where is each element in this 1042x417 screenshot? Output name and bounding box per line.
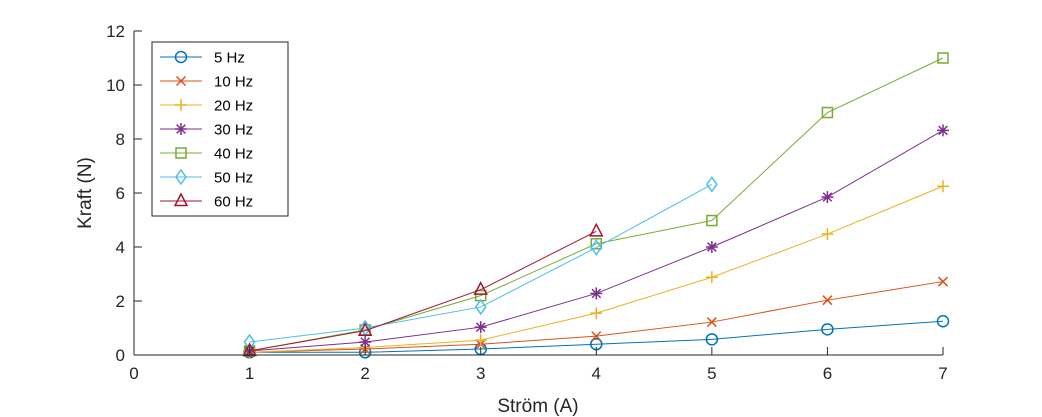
- data-point-circle: [821, 323, 834, 336]
- series-40-hz: [243, 52, 949, 357]
- series-line: [249, 185, 944, 353]
- legend-label: 40 Hz: [214, 146, 253, 163]
- legend-item: 40 Hz: [160, 146, 253, 163]
- data-point-asterisk: [705, 241, 718, 253]
- plot-area: [242, 52, 950, 359]
- series-50-hz: [243, 176, 718, 351]
- legend-marker-circle: [174, 50, 188, 64]
- legend-marker-square: [175, 147, 187, 159]
- legend-label: 10 Hz: [214, 74, 253, 91]
- x-tick-label: 3: [476, 364, 485, 383]
- legend-item: 60 Hz: [160, 192, 253, 211]
- data-point-asterisk: [590, 287, 603, 300]
- x-tick-label: 4: [592, 364, 601, 383]
- legend-label: 20 Hz: [214, 98, 253, 115]
- y-tick-label: 2: [116, 292, 125, 311]
- series-line: [249, 57, 944, 352]
- data-point-diamond: [705, 176, 718, 193]
- data-point-circle: [936, 315, 950, 328]
- data-point-plus: [705, 271, 718, 284]
- x-tick-label: 1: [245, 364, 254, 383]
- x-tick-label: 5: [707, 364, 716, 383]
- data-point-plus: [474, 334, 487, 347]
- y-axis-label: Kraft (N): [75, 157, 96, 229]
- legend-marker-x: [175, 75, 187, 87]
- legend: 5 Hz 10 Hz 20 Hz 30 Hz 40 Hz 50 Hz 60 Hz: [151, 41, 289, 217]
- y-tick-label: 0: [116, 346, 125, 365]
- data-point-asterisk: [937, 124, 949, 137]
- x-tick-label: 0: [129, 364, 138, 383]
- data-point-triangle: [357, 322, 373, 336]
- y-tick-label: 8: [116, 130, 125, 149]
- legend-label: 5 Hz: [214, 50, 245, 67]
- legend-item: 30 Hz: [160, 122, 253, 139]
- y-tick-label: 12: [106, 22, 125, 41]
- x-axis-label: Ström (A): [497, 396, 578, 417]
- series-line: [249, 183, 713, 343]
- data-point-circle: [705, 333, 719, 346]
- data-point-asterisk: [474, 321, 487, 334]
- data-point-square: [937, 52, 949, 64]
- data-point-square: [590, 238, 603, 250]
- legend-marker-plus: [175, 99, 187, 111]
- data-point-x: [591, 331, 602, 342]
- y-tick-label: 6: [116, 184, 125, 203]
- legend-marker-diamond: [175, 168, 187, 186]
- data-point-triangle: [589, 222, 604, 237]
- x-tick-label: 2: [360, 364, 369, 383]
- legend-marker-asterisk: [175, 123, 187, 135]
- legend-label: 60 Hz: [214, 194, 253, 211]
- data-point-x: [706, 317, 717, 328]
- legend-item: 50 Hz: [160, 168, 253, 187]
- data-point-plus: [821, 228, 834, 241]
- x-tick-label: 6: [823, 364, 832, 383]
- data-point-asterisk: [821, 191, 834, 204]
- data-point-plus: [590, 307, 603, 320]
- data-point-square: [706, 214, 718, 227]
- x-tick-label: 7: [938, 364, 947, 383]
- legend-label: 50 Hz: [214, 170, 253, 187]
- legend-item: 10 Hz: [160, 74, 253, 91]
- legend-label: 30 Hz: [214, 122, 253, 139]
- data-point-asterisk: [359, 336, 372, 349]
- data-point-x: [937, 276, 949, 287]
- y-tick-label: 10: [106, 76, 125, 95]
- series-60-hz: [242, 222, 604, 357]
- legend-item: 20 Hz: [160, 98, 253, 115]
- legend-item: 5 Hz: [160, 50, 245, 67]
- data-point-plus: [937, 180, 949, 193]
- data-point-triangle: [473, 281, 488, 295]
- y-tick-label: 4: [116, 238, 125, 257]
- data-point-diamond: [590, 239, 603, 256]
- data-point-diamond: [474, 298, 487, 316]
- legend-marker-triangle: [173, 192, 189, 207]
- series-line: [249, 230, 597, 352]
- series-20-hz: [243, 180, 949, 359]
- data-point-x: [822, 295, 833, 306]
- data-point-square: [821, 106, 834, 119]
